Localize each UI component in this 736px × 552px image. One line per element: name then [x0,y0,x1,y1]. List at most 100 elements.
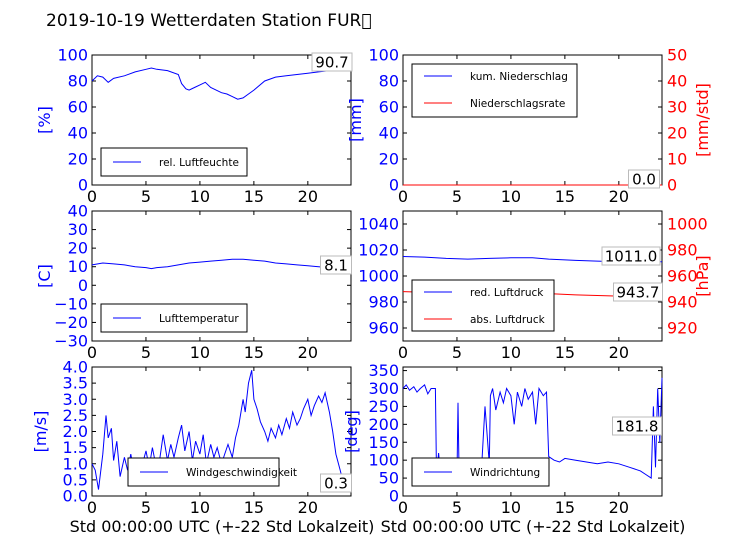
x-tick-label: 10 [190,498,210,517]
y-tick-label: 1020 [358,241,399,260]
value-annotation-box [612,416,662,436]
legend-entry: Windrichtung [470,467,540,479]
y2-tick-label: 40 [667,72,687,91]
x-tick-label: 10 [501,498,521,517]
y2-tick-label: 10 [667,150,687,169]
y2-tick-label: 980 [667,241,698,260]
y-tick-label: 150 [368,433,399,452]
x-axis-label-left: Std 00:00:00 UTC (+-22 Std Lokalzeit) [70,517,375,536]
x-tick-label: 0 [398,498,408,517]
windspeed-panel: 0 5 10 15 20 0.00.51.01.52.02.53.03.54.0 [m/s]… [31,358,352,517]
humidity-panel: 0 5 10 15 20 0 20 40 60 80 100 [%] rel. Luftfeuchte 9… [35,46,353,206]
y-tick-label: 1000 [358,267,399,286]
x-tick-label: 5 [452,187,462,206]
y-tick-label: 0.5 [63,470,88,489]
y-tick-label: 250 [368,397,399,416]
x-tick-label: 0 [87,498,97,517]
y2-tick-label: 50 [667,46,687,65]
x-tick-label: 10 [501,187,521,206]
x-axis-label-right: Std 00:00:00 UTC (+-22 Std Lokalzeit) [381,517,686,536]
y-axis-label: [deg] [342,410,361,453]
y-tick-label: 3.5 [63,374,88,393]
y-tick-label: 4.0 [63,358,88,377]
legend-box [411,279,555,332]
x-tick-label: 5 [141,187,151,206]
x-tick-label: 15 [244,187,264,206]
y-axis-label: [mm] [346,98,365,142]
y-tick-label: 40 [379,124,399,143]
y-tick-label: 80 [379,72,399,91]
figure-title: 2019-10-19 Wetterdaten Station FUR  [46,11,372,31]
x-tick-label: 0 [398,343,408,362]
legend-entry: red. Luftdruck [470,287,544,299]
legend-entry: Windgeschwindigkeit [186,467,297,479]
x-tick-label: 0 [87,343,97,362]
x-tick-label: 20 [609,498,629,517]
value-annotation: 1011.0 [605,248,658,266]
y-tick-label: 0 [78,276,88,295]
value-annotation: 0.3 [324,475,348,493]
value-annotation-box [628,169,660,189]
value-annotation-box [311,52,353,72]
value-annotation: 0.0 [632,171,656,189]
y2-tick-label: 0 [667,176,677,195]
value-annotation-box [320,255,352,275]
y2-tick-label: 20 [667,124,687,143]
x-tick-label: 20 [298,498,318,517]
y2-axis-label: [mm/std] [693,83,712,157]
winddirection-panel: 0 5 10 15 20050100150200250300350[deg]Windri… [342,361,663,517]
y-tick-label: 40 [68,202,88,221]
y-axis-label: [m/s] [31,411,50,453]
series-line-rel-luftfeuchte [91,66,352,100]
x-tick-label: 20 [298,187,318,206]
value-annotation-box [601,246,661,266]
x-tick-label: 10 [190,343,210,362]
y2-tick-label: 30 [667,98,687,117]
y2-tick-label: 920 [667,319,698,338]
x-tick-label: 20 [609,343,629,362]
y-tick-label: 100 [368,451,399,470]
y-tick-label: 350 [368,361,399,380]
legend-entry: Niederschlagsrate [470,98,565,110]
x-tick-label: 15 [555,187,575,206]
y-tick-label: 1.5 [63,438,88,457]
y-tick-label: 100 [368,46,399,65]
value-annotation: 90.7 [315,54,348,72]
x-tick-label: 10 [190,187,210,206]
y-tick-label: 20 [68,150,88,169]
legend-entry: kum. Niederschlag [470,71,568,83]
legend-entry: rel. Luftfeuchte [159,157,239,169]
legend-entry: abs. Luftdruck [470,314,546,326]
y2-axis-label: [hPa] [693,255,712,296]
x-tick-label: 10 [501,343,521,362]
x-tick-label: 5 [452,498,462,517]
x-tick-label: 5 [141,498,151,517]
value-annotation: 181.8 [616,418,659,436]
y-tick-label: 50 [379,469,399,488]
y-tick-label: 3.0 [63,390,88,409]
y-tick-label: 0 [78,176,88,195]
y-tick-label: 0 [389,176,399,195]
pressure-panel: 0 5 10 15 20 960 980 1000 1020 1040 920 940 960 980 10… [358,210,712,362]
x-tick-label: 15 [244,498,264,517]
y-tick-label: 60 [68,98,88,117]
y2-tick-label: 960 [667,267,698,286]
x-tick-label: 5 [141,343,151,362]
y-tick-label: −20 [54,313,88,332]
y-tick-label: 20 [379,150,399,169]
x-tick-label: 0 [398,187,408,206]
y-tick-label: 0.0 [63,487,88,506]
y-tick-label: 2.0 [63,422,88,441]
y-tick-label: 10 [68,257,88,276]
temperature-panel: 0 5 10 15 20−30−20−10010203040[C]Lufttempera… [35,202,352,362]
y-tick-label: 30 [68,220,88,239]
y-tick-label: 1.0 [63,454,88,473]
x-tick-label: 5 [452,343,462,362]
x-tick-label: 15 [555,498,575,517]
x-tick-label: 20 [609,187,629,206]
x-tick-label: 20 [298,343,318,362]
value-annotation-box [320,473,352,493]
y2-tick-label: 940 [667,293,698,312]
y-axis-label: [C] [35,264,54,288]
